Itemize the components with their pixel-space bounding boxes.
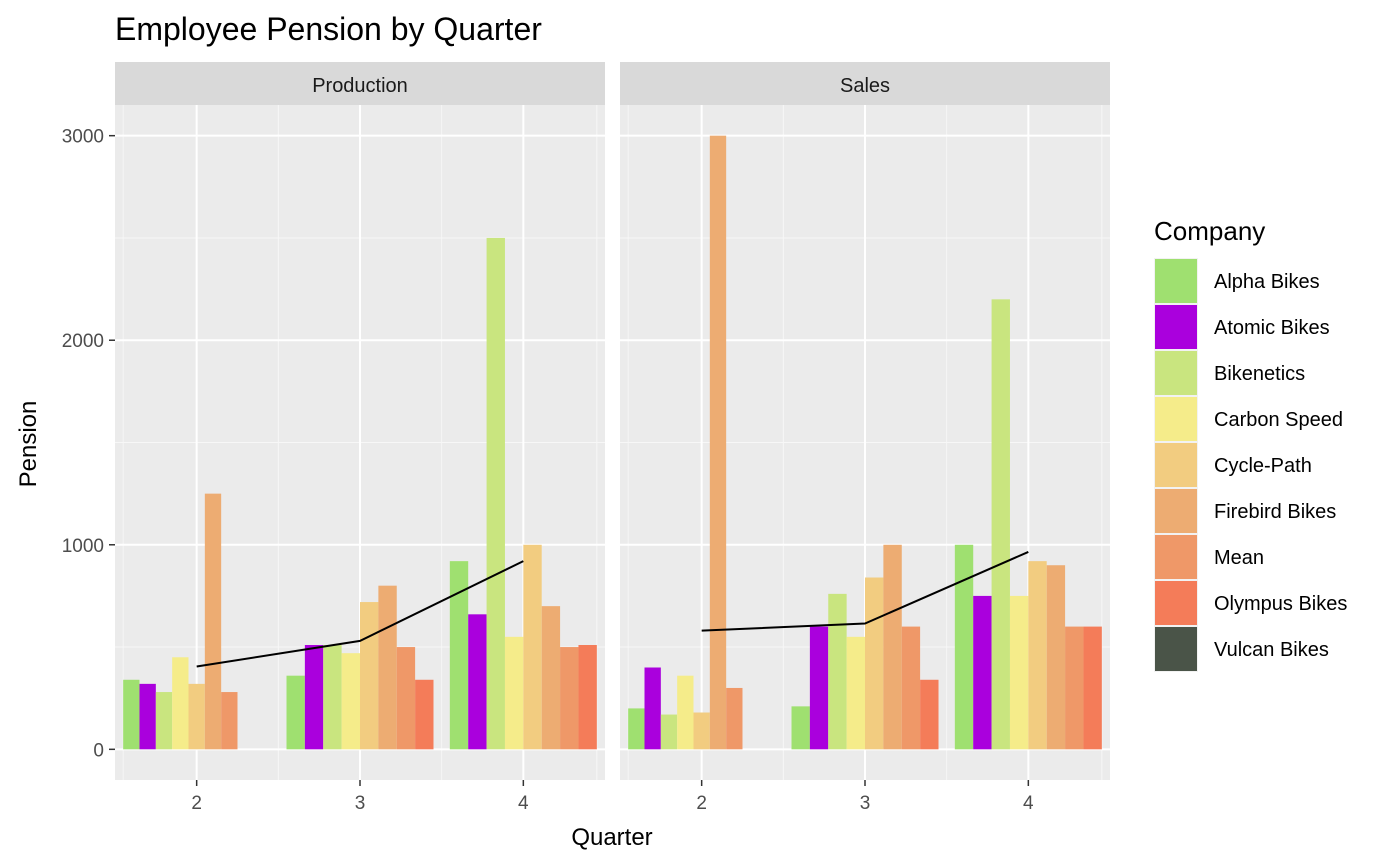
bar-bikenetics xyxy=(828,593,847,750)
bar-carbon-speed xyxy=(846,636,865,750)
bar-firebird-bikes xyxy=(378,585,397,750)
legend-label: Firebird Bikes xyxy=(1214,501,1336,523)
bar-carbon-speed xyxy=(504,636,524,750)
legend-swatch xyxy=(1155,351,1197,395)
legend-title: Company xyxy=(1154,216,1265,246)
legend-label: Vulcan Bikes xyxy=(1214,639,1329,661)
bar-atomic-bikes xyxy=(304,645,324,750)
legend-swatch xyxy=(1155,627,1197,671)
x-axis-title: Quarter xyxy=(571,824,652,851)
legend-label: Carbon Speed xyxy=(1214,409,1343,431)
bar-atomic-bikes xyxy=(973,595,992,750)
bar-olympus-bikes xyxy=(415,679,434,750)
y-tick-label: 2000 xyxy=(62,331,104,352)
bar-mean xyxy=(221,692,238,750)
bar-atomic-bikes xyxy=(139,683,156,750)
legend-swatch xyxy=(1155,535,1197,579)
bar-alpha-bikes xyxy=(791,706,810,750)
mean-line xyxy=(196,560,524,668)
x-tick-label: 3 xyxy=(860,793,871,814)
y-tick-label: 3000 xyxy=(62,127,104,148)
bar-alpha-bikes xyxy=(954,544,974,750)
bar-alpha-bikes xyxy=(123,679,140,750)
bar-olympus-bikes xyxy=(1083,626,1102,750)
y-axis: 0 1000 2000 3000 xyxy=(62,127,115,761)
facet-strip-label: Production xyxy=(312,75,408,97)
bar-alpha-bikes xyxy=(449,561,469,750)
bar-bikenetics xyxy=(486,237,505,750)
x-tick-label: 2 xyxy=(696,793,707,814)
x-tick-label: 4 xyxy=(1023,793,1034,814)
y-tick-label: 0 xyxy=(93,740,104,761)
bar-atomic-bikes xyxy=(468,614,487,750)
bar-bikenetics xyxy=(660,714,678,750)
bar-atomic-bikes xyxy=(644,667,661,750)
legend-label: Cycle-Path xyxy=(1214,455,1312,477)
bar-cycle-path xyxy=(523,544,542,750)
bar-cycle-path xyxy=(1028,561,1047,750)
facet-strip xyxy=(620,62,1110,105)
bar-cycle-path xyxy=(865,577,884,750)
bar-firebird-bikes xyxy=(541,606,561,750)
bar-mean xyxy=(560,647,579,750)
bar-firebird-bikes xyxy=(204,493,222,750)
legend: Company Alpha Bikes Atomic Bikes Bikenetic… xyxy=(1154,216,1347,672)
legend-label: Atomic Bikes xyxy=(1214,317,1330,339)
bar-carbon-speed xyxy=(677,675,694,750)
legend-label: Olympus Bikes xyxy=(1214,593,1347,615)
legend-swatch xyxy=(1155,443,1197,487)
bar-olympus-bikes xyxy=(920,679,939,750)
legend-label: Alpha Bikes xyxy=(1214,271,1320,293)
bar-carbon-speed xyxy=(1009,595,1029,750)
bar-carbon-speed xyxy=(341,653,360,750)
chart-panels: Production 2 3 4 Sales 2 3 4 0 1000 2000 3000 xyxy=(62,62,1110,814)
legend-swatch xyxy=(1155,489,1197,533)
bar-bikenetics xyxy=(323,645,342,750)
x-tick-label: 3 xyxy=(355,793,366,814)
x-tick-label: 2 xyxy=(191,793,202,814)
bar-mean xyxy=(901,626,921,750)
x-tick-label: 4 xyxy=(518,793,529,814)
bar-firebird-bikes xyxy=(883,544,902,750)
chart-title: Employee Pension by Quarter xyxy=(115,11,542,47)
bar-firebird-bikes xyxy=(1046,565,1066,750)
legend-swatch xyxy=(1155,305,1197,349)
legend-swatch xyxy=(1155,581,1197,625)
legend-swatch xyxy=(1155,397,1197,441)
bar-alpha-bikes xyxy=(628,708,645,750)
bar-mean xyxy=(726,687,743,750)
bar-firebird-bikes xyxy=(709,135,727,750)
legend-label: Bikenetics xyxy=(1214,363,1305,385)
bar-cycle-path xyxy=(693,712,710,750)
bar-cycle-path xyxy=(360,602,379,750)
bar-alpha-bikes xyxy=(286,675,305,750)
bar-bikenetics xyxy=(155,692,173,750)
mean-line xyxy=(701,551,1029,632)
facet-strip-label: Sales xyxy=(840,75,890,97)
legend-label: Mean xyxy=(1214,547,1264,569)
panel-production: Production 2 3 4 xyxy=(115,62,605,814)
y-tick-label: 1000 xyxy=(62,536,104,557)
bar-cycle-path xyxy=(188,683,205,750)
bar-atomic-bikes xyxy=(809,626,829,750)
legend-swatch xyxy=(1155,259,1197,303)
bar-carbon-speed xyxy=(172,657,189,750)
facet-strip xyxy=(115,62,605,105)
bar-olympus-bikes xyxy=(578,645,597,750)
y-axis-title: Pension xyxy=(15,401,42,488)
bar-mean xyxy=(396,647,416,750)
bar-bikenetics xyxy=(991,299,1010,750)
panel-sales: Sales 2 3 4 xyxy=(620,62,1110,814)
bar-mean xyxy=(1065,626,1084,750)
